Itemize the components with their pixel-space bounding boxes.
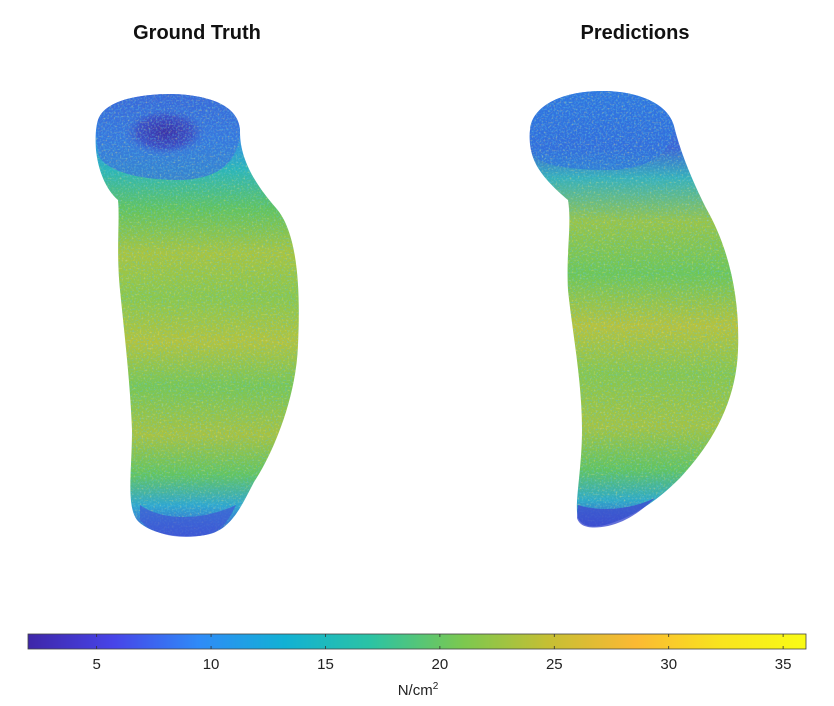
unit-exponent: 2 <box>432 681 439 692</box>
colorbar-tick-label: 20 <box>431 656 449 673</box>
colorbar-tick-label: 25 <box>545 656 563 673</box>
colorbar-gradient <box>27 633 807 650</box>
colorbar-tick-label: 30 <box>660 656 678 673</box>
predictions-title: Predictions <box>580 22 690 44</box>
colorbar-ticks <box>96 634 784 649</box>
ground-truth-surface <box>95 94 299 537</box>
predictions-surface <box>529 90 739 528</box>
ground-truth-title: Ground Truth <box>133 22 261 44</box>
colorbar-unit-label: N/cm2 <box>398 681 439 699</box>
colorbar <box>27 633 807 650</box>
unit-base: N/cm <box>397 682 433 699</box>
colorbar-tick-label: 10 <box>202 656 220 673</box>
colorbar-tick-label: 35 <box>774 656 792 673</box>
colorbar-tick-label: 5 <box>92 656 101 673</box>
colorbar-tick-label: 15 <box>317 656 334 673</box>
